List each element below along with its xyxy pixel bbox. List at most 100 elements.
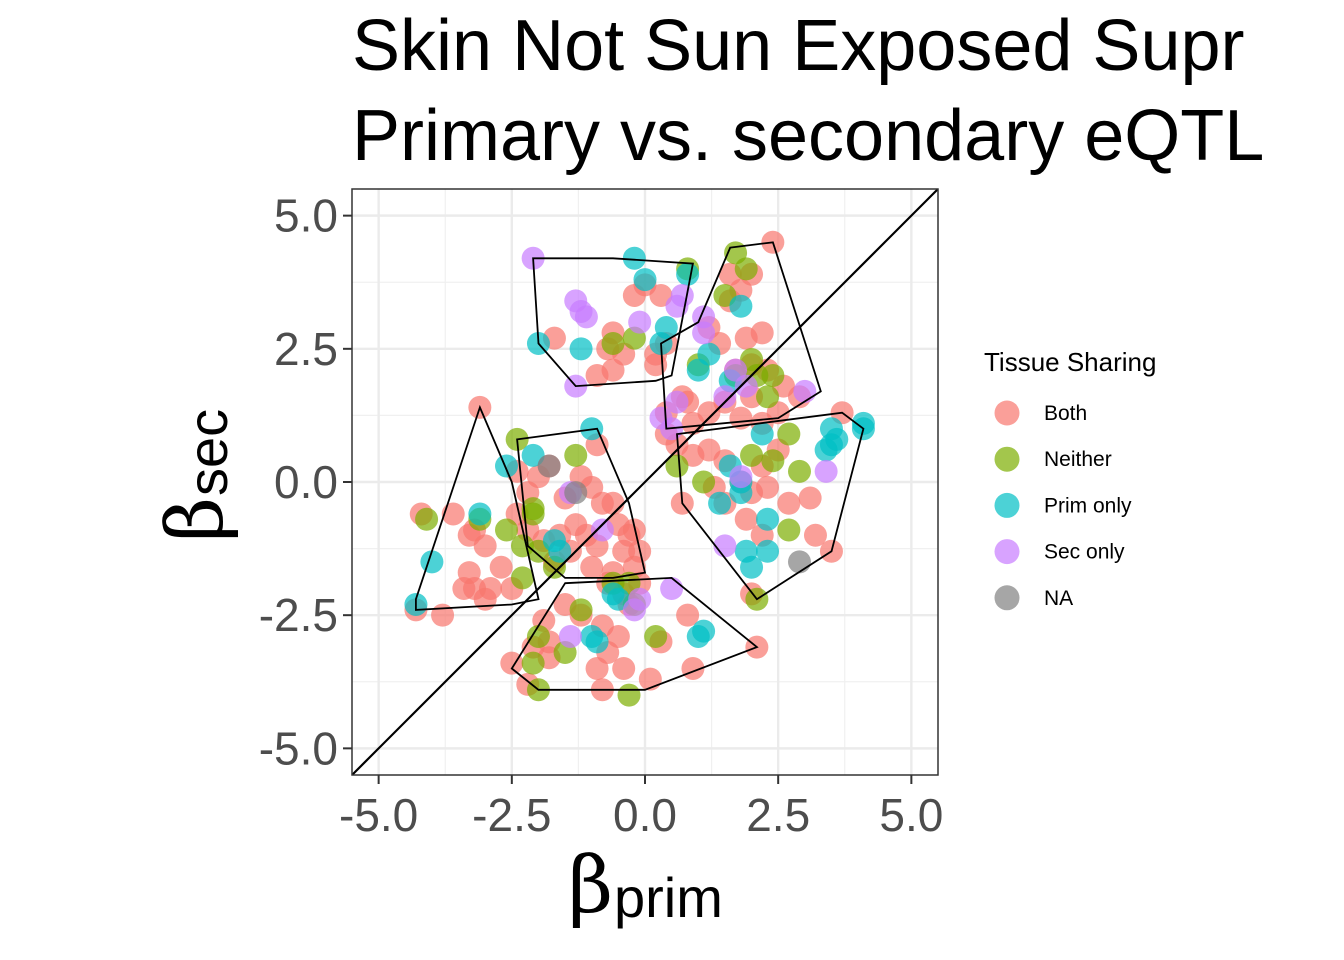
axes: -5.0 -2.5 0.0 2.5 5.0 -5.0 -2.5 0.0 2.5 5.0 — [259, 190, 944, 841]
data-point — [740, 555, 764, 579]
cluster-hull — [660, 241, 822, 430]
legend-key-na — [994, 585, 1020, 611]
data-point — [585, 656, 609, 680]
data-point — [569, 598, 593, 622]
data-point — [548, 539, 572, 563]
data-point — [734, 507, 758, 531]
x-axis-title-symbol: β — [568, 841, 613, 931]
data-point — [590, 518, 614, 542]
y-tick-label: 2.5 — [274, 323, 338, 375]
data-point — [756, 539, 780, 563]
data-point — [734, 257, 758, 281]
y-tick-label: -2.5 — [259, 589, 338, 641]
data-point — [521, 497, 545, 521]
data-point — [479, 577, 503, 601]
data-point — [793, 379, 817, 403]
data-point — [676, 603, 700, 627]
x-axis-title-subscript: prim — [614, 866, 723, 929]
legend-key-neither — [994, 446, 1020, 472]
data-point — [494, 454, 518, 478]
chart-title-line-2: Primary vs. secondary eQTL — [352, 96, 1264, 176]
data-point — [761, 363, 785, 387]
x-tick-label: 0.0 — [613, 789, 677, 841]
data-point — [617, 683, 641, 707]
data-point — [537, 454, 561, 478]
legend: Tissue Sharing Both Neither Prim only Sec o… — [984, 347, 1156, 611]
cluster-hull — [676, 411, 865, 601]
data-point — [500, 651, 524, 675]
data-point — [777, 422, 801, 446]
data-point — [750, 321, 774, 345]
data-point — [665, 390, 689, 414]
data-point — [473, 534, 497, 558]
data-point — [819, 417, 843, 441]
data-point — [729, 481, 753, 505]
data-point — [761, 449, 785, 473]
legend-key-both — [994, 400, 1020, 426]
chart-title-line-1: Skin Not Sun Exposed Supr — [352, 6, 1245, 86]
data-points — [404, 230, 875, 707]
data-point — [660, 577, 684, 601]
data-point — [676, 262, 700, 286]
series-sec-only — [521, 246, 838, 648]
data-point — [729, 465, 753, 489]
data-point — [569, 337, 593, 361]
data-point — [734, 374, 758, 398]
data-point — [526, 624, 550, 648]
x-tick-label: 5.0 — [879, 789, 943, 841]
cluster-hull — [516, 427, 647, 579]
legend-title: Tissue Sharing — [984, 347, 1156, 377]
data-point — [713, 385, 737, 409]
data-point — [521, 651, 545, 675]
data-point — [686, 358, 710, 382]
data-point — [580, 555, 604, 579]
data-point — [756, 475, 780, 499]
data-point — [601, 331, 625, 355]
y-axis-title: β sec — [151, 409, 241, 542]
data-point — [612, 656, 636, 680]
data-point — [756, 385, 780, 409]
data-point — [441, 502, 465, 526]
data-point — [580, 624, 604, 648]
data-point — [665, 294, 689, 318]
data-point — [665, 454, 689, 478]
cluster-hull — [510, 576, 759, 691]
data-point — [633, 268, 657, 292]
legend-label-neither: Neither — [1044, 448, 1112, 471]
data-point — [713, 534, 737, 558]
data-point — [564, 481, 588, 505]
y-axis-title-symbol: β — [151, 497, 241, 542]
data-point — [415, 507, 439, 531]
data-point — [574, 305, 598, 329]
data-point — [692, 619, 716, 643]
x-tick-label: -2.5 — [472, 789, 551, 841]
data-point — [708, 491, 732, 515]
data-point — [601, 491, 625, 515]
data-point — [622, 246, 646, 270]
y-tick-label: 5.0 — [274, 190, 338, 242]
legend-label-sec-only: Sec only — [1044, 541, 1125, 564]
x-tick-label: -5.0 — [339, 789, 418, 841]
data-point — [564, 443, 588, 467]
cluster-hulls — [415, 241, 865, 691]
data-point — [489, 555, 513, 579]
data-point — [692, 321, 716, 345]
data-point — [628, 310, 652, 334]
data-point — [787, 550, 811, 574]
data-point — [798, 486, 822, 510]
data-point — [851, 411, 875, 435]
data-point — [777, 518, 801, 542]
identity-line — [352, 189, 938, 775]
data-point — [494, 518, 518, 542]
legend-label-prim-only: Prim only — [1044, 494, 1132, 517]
y-tick-label: -5.0 — [259, 722, 338, 774]
data-point — [756, 507, 780, 531]
legend-key-prim-only — [994, 492, 1020, 518]
data-point — [558, 624, 582, 648]
data-point — [452, 577, 476, 601]
data-point — [644, 624, 668, 648]
plot-area: -5.0 -2.5 0.0 2.5 5.0 -5.0 -2.5 0.0 2.5 5.0 — [259, 188, 944, 841]
legend-label-both: Both — [1044, 402, 1087, 425]
data-point — [787, 459, 811, 483]
data-point — [803, 523, 827, 547]
